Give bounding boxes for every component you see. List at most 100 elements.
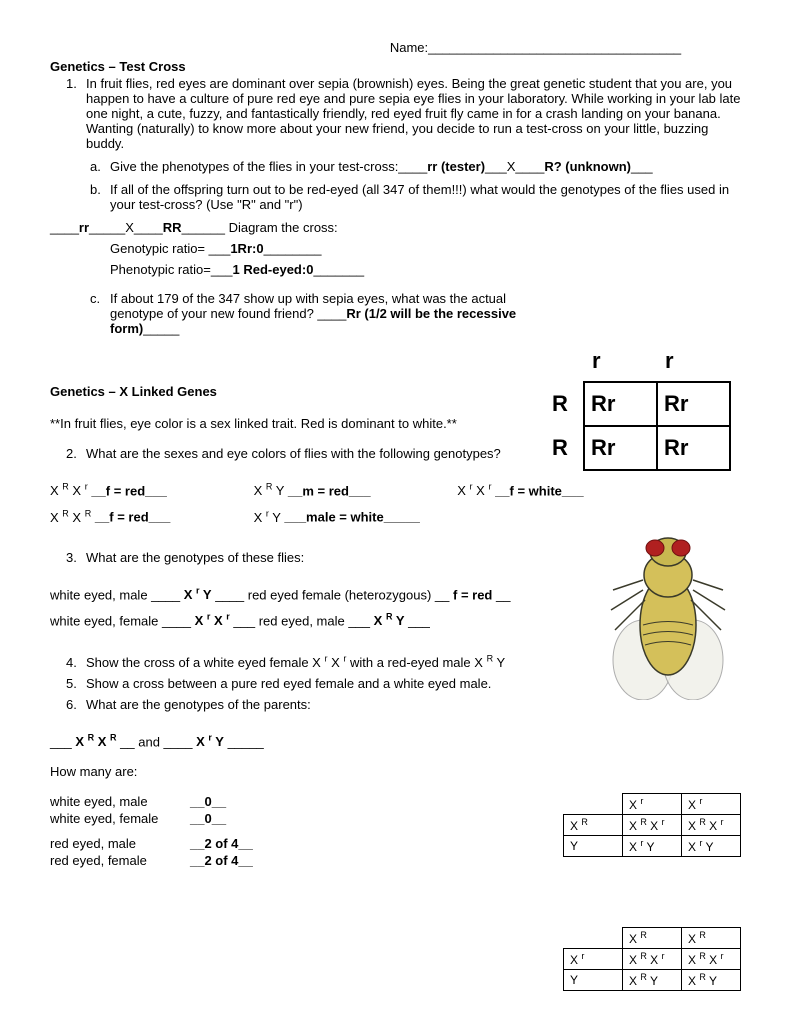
- cross-line: ____rr_____X____RR______ Diagram the cro…: [50, 220, 741, 235]
- geno-label: Genotypic ratio= ___: [110, 241, 230, 256]
- punnett-square-1: r r R Rr Rr R Rr Rr: [552, 340, 731, 471]
- question-1: 1.In fruit flies, red eyes are dominant …: [86, 76, 741, 151]
- wef-label: white eyed, female: [50, 811, 190, 826]
- rem-label: red eyed, male: [50, 836, 190, 851]
- r2a-a2: __m = red___: [288, 483, 371, 498]
- p1-top-0: r: [584, 340, 657, 382]
- p1-cell-01: Rr: [657, 382, 730, 426]
- pheno-value: 1 Red-eyed:0: [233, 262, 314, 277]
- p2-c10: X r Y: [623, 836, 682, 857]
- question-1b: b.If all of the offspring turn out to be…: [110, 182, 741, 212]
- q6-text: What are the genotypes of the parents:: [86, 697, 311, 712]
- section-title-1: Genetics – Test Cross: [50, 59, 741, 74]
- q1c-letter: c.: [90, 291, 110, 306]
- q3r1-d: f = red: [453, 587, 492, 602]
- p1-side-0: R: [552, 382, 584, 426]
- cross-pre: ____: [50, 220, 79, 235]
- q3r2-c: ___ red eyed, male ___: [233, 613, 370, 628]
- q3r2-a: white eyed, female ____: [50, 613, 191, 628]
- q2-number: 2.: [66, 446, 86, 461]
- p3-s1: Y: [564, 970, 623, 991]
- r2a-g1: X R X r: [50, 483, 91, 498]
- q1b-text: If all of the offspring turn out to be r…: [110, 182, 729, 212]
- q1a-answer-1: rr (tester): [427, 159, 485, 174]
- r2a-a3: __f = white___: [495, 483, 584, 498]
- q3-number: 3.: [66, 550, 86, 565]
- cross-RR: RR: [163, 220, 182, 235]
- pd: X r Y: [196, 734, 224, 749]
- pheno-label: Phenotypic ratio=___: [110, 262, 233, 277]
- p3-c00: X R X r: [623, 949, 682, 970]
- q3r1-a: white eyed, male ____: [50, 587, 180, 602]
- q3-text: What are the genotypes of these flies:: [86, 550, 304, 565]
- p3-c10: X R Y: [623, 970, 682, 991]
- pheno-end: _______: [313, 262, 364, 277]
- q3r1-c: ____ red eyed female (heterozygous) __: [215, 587, 449, 602]
- pa: ___: [50, 734, 72, 749]
- p1-cell-11: Rr: [657, 426, 730, 470]
- ref-ans: __2 of 4__: [190, 853, 270, 868]
- q3r1-e: __: [496, 587, 510, 602]
- q2-row-a: X R X r __f = red___ X R Y __m = red___ …: [50, 482, 741, 498]
- p2-c11: X r Y: [682, 836, 741, 857]
- q1a-mid: ___X____: [485, 159, 544, 174]
- how-many-label: How many are:: [50, 764, 741, 779]
- p1-side-1: R: [552, 426, 584, 470]
- p1-cell-00: Rr: [584, 382, 657, 426]
- p2-t0: X r: [623, 794, 682, 815]
- question-1c: c.If about 179 of the 347 show up with s…: [110, 291, 530, 336]
- r2b-g1: X R X R: [50, 510, 95, 525]
- q3r1-b: X r Y: [184, 587, 212, 602]
- phenotypic-ratio: Phenotypic ratio=___1 Red-eyed:0_______: [110, 262, 741, 277]
- p2-s1: Y: [564, 836, 623, 857]
- q4-number: 4.: [66, 655, 86, 670]
- question-1a: a.Give the phenotypes of the flies in yo…: [110, 159, 741, 174]
- p1-cell-10: Rr: [584, 426, 657, 470]
- wef-ans: __0__: [190, 811, 270, 826]
- q1a-letter: a.: [90, 159, 110, 174]
- punnett-square-2: X rX r X RX R X rX R X r YX r YX r Y: [563, 793, 741, 857]
- q1-text: In fruit flies, red eyes are dominant ov…: [86, 76, 740, 151]
- pc: __ and ____: [120, 734, 192, 749]
- q2-row-b: X R X R __f = red___ X r Y ___male = whi…: [50, 508, 741, 524]
- geno-value: 1Rr:0: [230, 241, 263, 256]
- rem-ans: __2 of 4__: [190, 836, 270, 851]
- r2b-a2: ___male = white_____: [284, 510, 420, 525]
- p3-t0: X R: [623, 928, 682, 949]
- q5-number: 5.: [66, 676, 86, 691]
- cross-mid: _____X____: [89, 220, 163, 235]
- q1a-answer-2: R? (unknown): [544, 159, 631, 174]
- q3r2-e: ___: [408, 613, 430, 628]
- p2-t1: X r: [682, 794, 741, 815]
- name-field: Name:___________________________________: [330, 40, 741, 55]
- geno-end: ________: [264, 241, 322, 256]
- r2a-g2: X R Y: [254, 483, 288, 498]
- r2b-a1: __f = red___: [95, 510, 171, 525]
- p1-top-1: r: [657, 340, 730, 382]
- p2-c00: X R X r: [623, 815, 682, 836]
- fruit-fly-icon: [593, 530, 743, 700]
- wem-label: white eyed, male: [50, 794, 190, 809]
- cross-rr: rr: [79, 220, 89, 235]
- q1a-end: ___: [631, 159, 653, 174]
- cross-end: ______ Diagram the cross:: [182, 220, 338, 235]
- genotypic-ratio: Genotypic ratio= ___1Rr:0________: [110, 241, 741, 256]
- r2b-g2: X r Y: [254, 510, 285, 525]
- p2-s0: X R: [564, 815, 623, 836]
- q6-number: 6.: [66, 697, 86, 712]
- q5-text: Show a cross between a pure red eyed fem…: [86, 676, 491, 691]
- punnett-square-3: X RX R X rX R X rX R X r YX R YX R Y: [563, 927, 741, 991]
- q3r2-b: X r X r: [195, 613, 230, 628]
- ref-label: red eyed, female: [50, 853, 190, 868]
- p3-c11: X R Y: [682, 970, 741, 991]
- q3r2-d: X R Y: [374, 613, 405, 628]
- parents-line: ___ X R X R __ and ____ X r Y _____: [50, 733, 741, 749]
- q1b-letter: b.: [90, 182, 110, 197]
- q2-text: What are the sexes and eye colors of fli…: [86, 446, 501, 461]
- p3-t1: X R: [682, 928, 741, 949]
- worksheet-page: Name:___________________________________…: [0, 0, 791, 918]
- p3-c01: X R X r: [682, 949, 741, 970]
- pe: _____: [228, 734, 264, 749]
- q1-number: 1.: [66, 76, 86, 91]
- p3-s0: X r: [564, 949, 623, 970]
